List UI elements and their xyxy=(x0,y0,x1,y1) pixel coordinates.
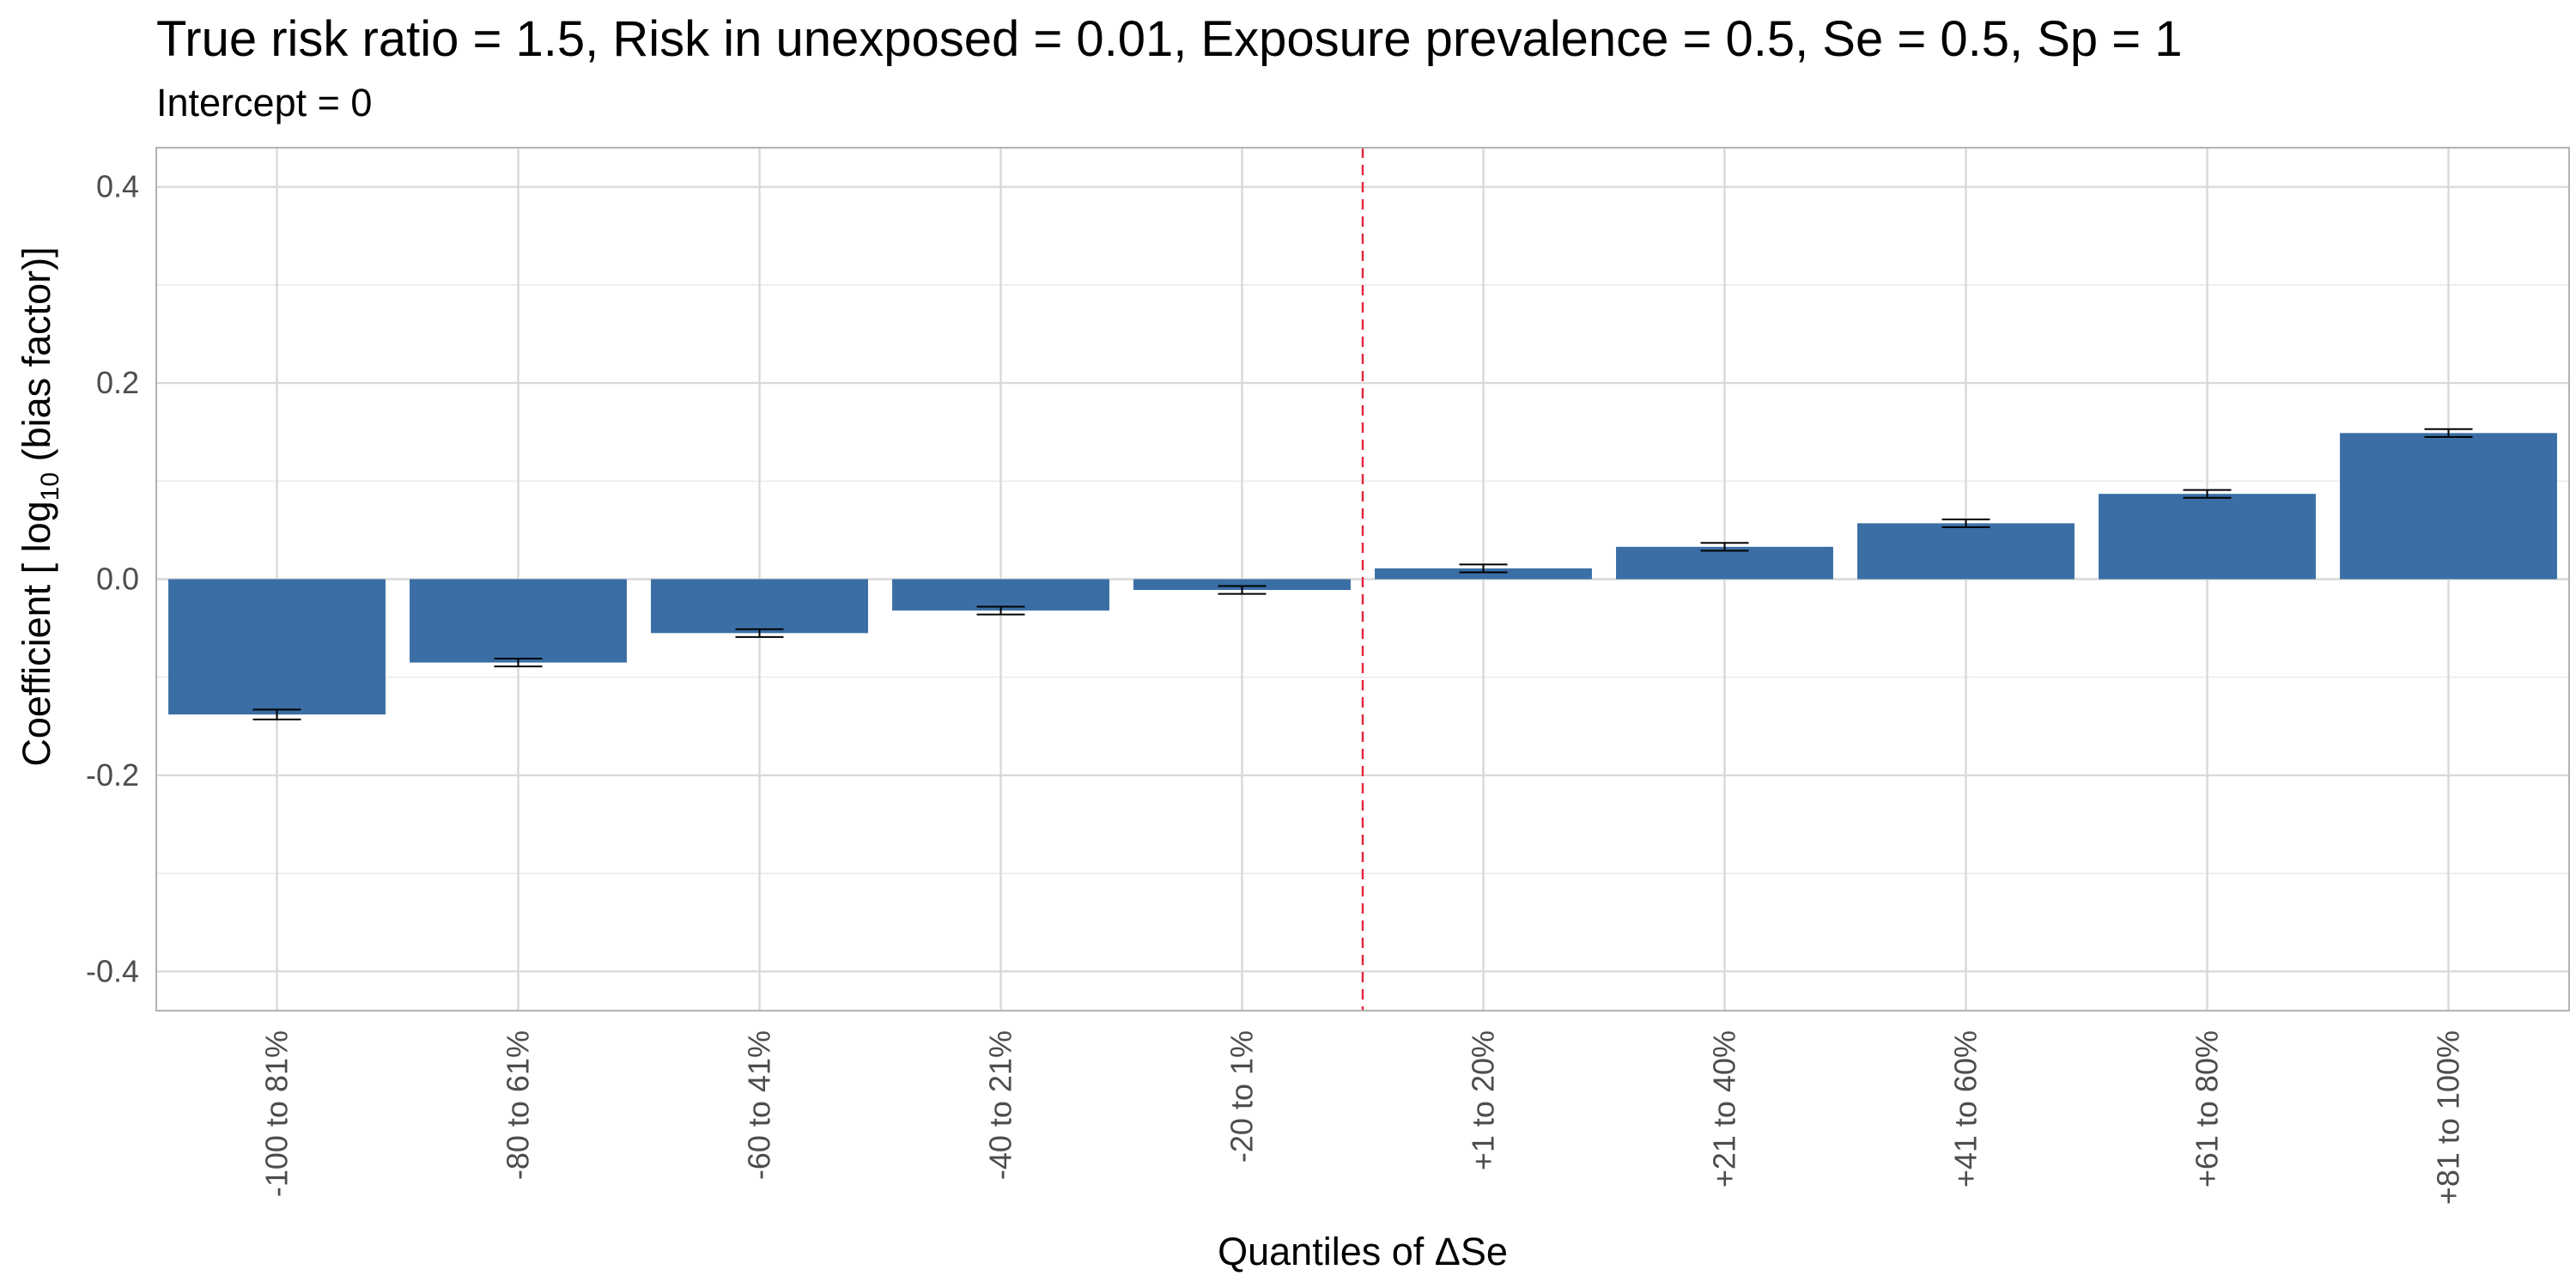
chart-title: True risk ratio = 1.5, Risk in unexposed… xyxy=(156,11,2183,67)
x-tick-label: -80 to 61% xyxy=(501,1030,536,1180)
bar xyxy=(168,579,386,715)
y-tick-label: 0.2 xyxy=(96,365,139,400)
error-bars xyxy=(252,428,2473,720)
bar xyxy=(1616,546,1833,580)
bar xyxy=(1857,523,2075,580)
x-axis-title: Quantiles of ΔSe xyxy=(1218,1230,1508,1273)
bar xyxy=(1133,579,1351,591)
y-tick-label: 0.0 xyxy=(96,562,139,597)
y-axis-title-main: Coefficient [ log xyxy=(15,501,58,766)
chart-subtitle: Intercept = 0 xyxy=(156,81,373,125)
bar xyxy=(651,579,868,634)
x-tick-label: -60 to 41% xyxy=(742,1030,777,1180)
x-tick-label: +81 to 100% xyxy=(2431,1030,2466,1205)
bar xyxy=(2099,494,2316,580)
bar xyxy=(410,579,627,663)
y-tick-label: -0.2 xyxy=(86,757,139,793)
y-tick-label: -0.4 xyxy=(86,953,139,988)
x-tick-labels: -100 to 81% -80 to 61% -60 to 41% -40 to 21… xyxy=(259,1030,2466,1205)
bar xyxy=(2340,433,2557,580)
x-tick-label: +1 to 20% xyxy=(1466,1030,1501,1170)
x-tick-label: -100 to 81% xyxy=(259,1030,295,1197)
bars xyxy=(168,433,2557,715)
panel-border xyxy=(155,147,2570,1012)
y-tick-label: 0.4 xyxy=(96,169,139,204)
bar xyxy=(892,579,1109,611)
x-tick-label: +41 to 60% xyxy=(1948,1030,1984,1188)
bar xyxy=(1375,568,1592,580)
y-tick-labels: -0.4 -0.2 0.0 0.2 0.4 xyxy=(86,169,139,989)
x-tick-label: +61 to 80% xyxy=(2190,1030,2225,1188)
y-axis-title: Coefficient [ log10 (bias factor)] xyxy=(15,246,64,766)
y-axis-title-rest: (bias factor)] xyxy=(15,246,58,472)
y-axis-title-subscript: 10 xyxy=(36,472,64,501)
x-tick-label: -20 to 1% xyxy=(1224,1030,1260,1163)
x-tick-label: -40 to 21% xyxy=(983,1030,1018,1180)
x-tick-label: +21 to 40% xyxy=(1707,1030,1742,1188)
